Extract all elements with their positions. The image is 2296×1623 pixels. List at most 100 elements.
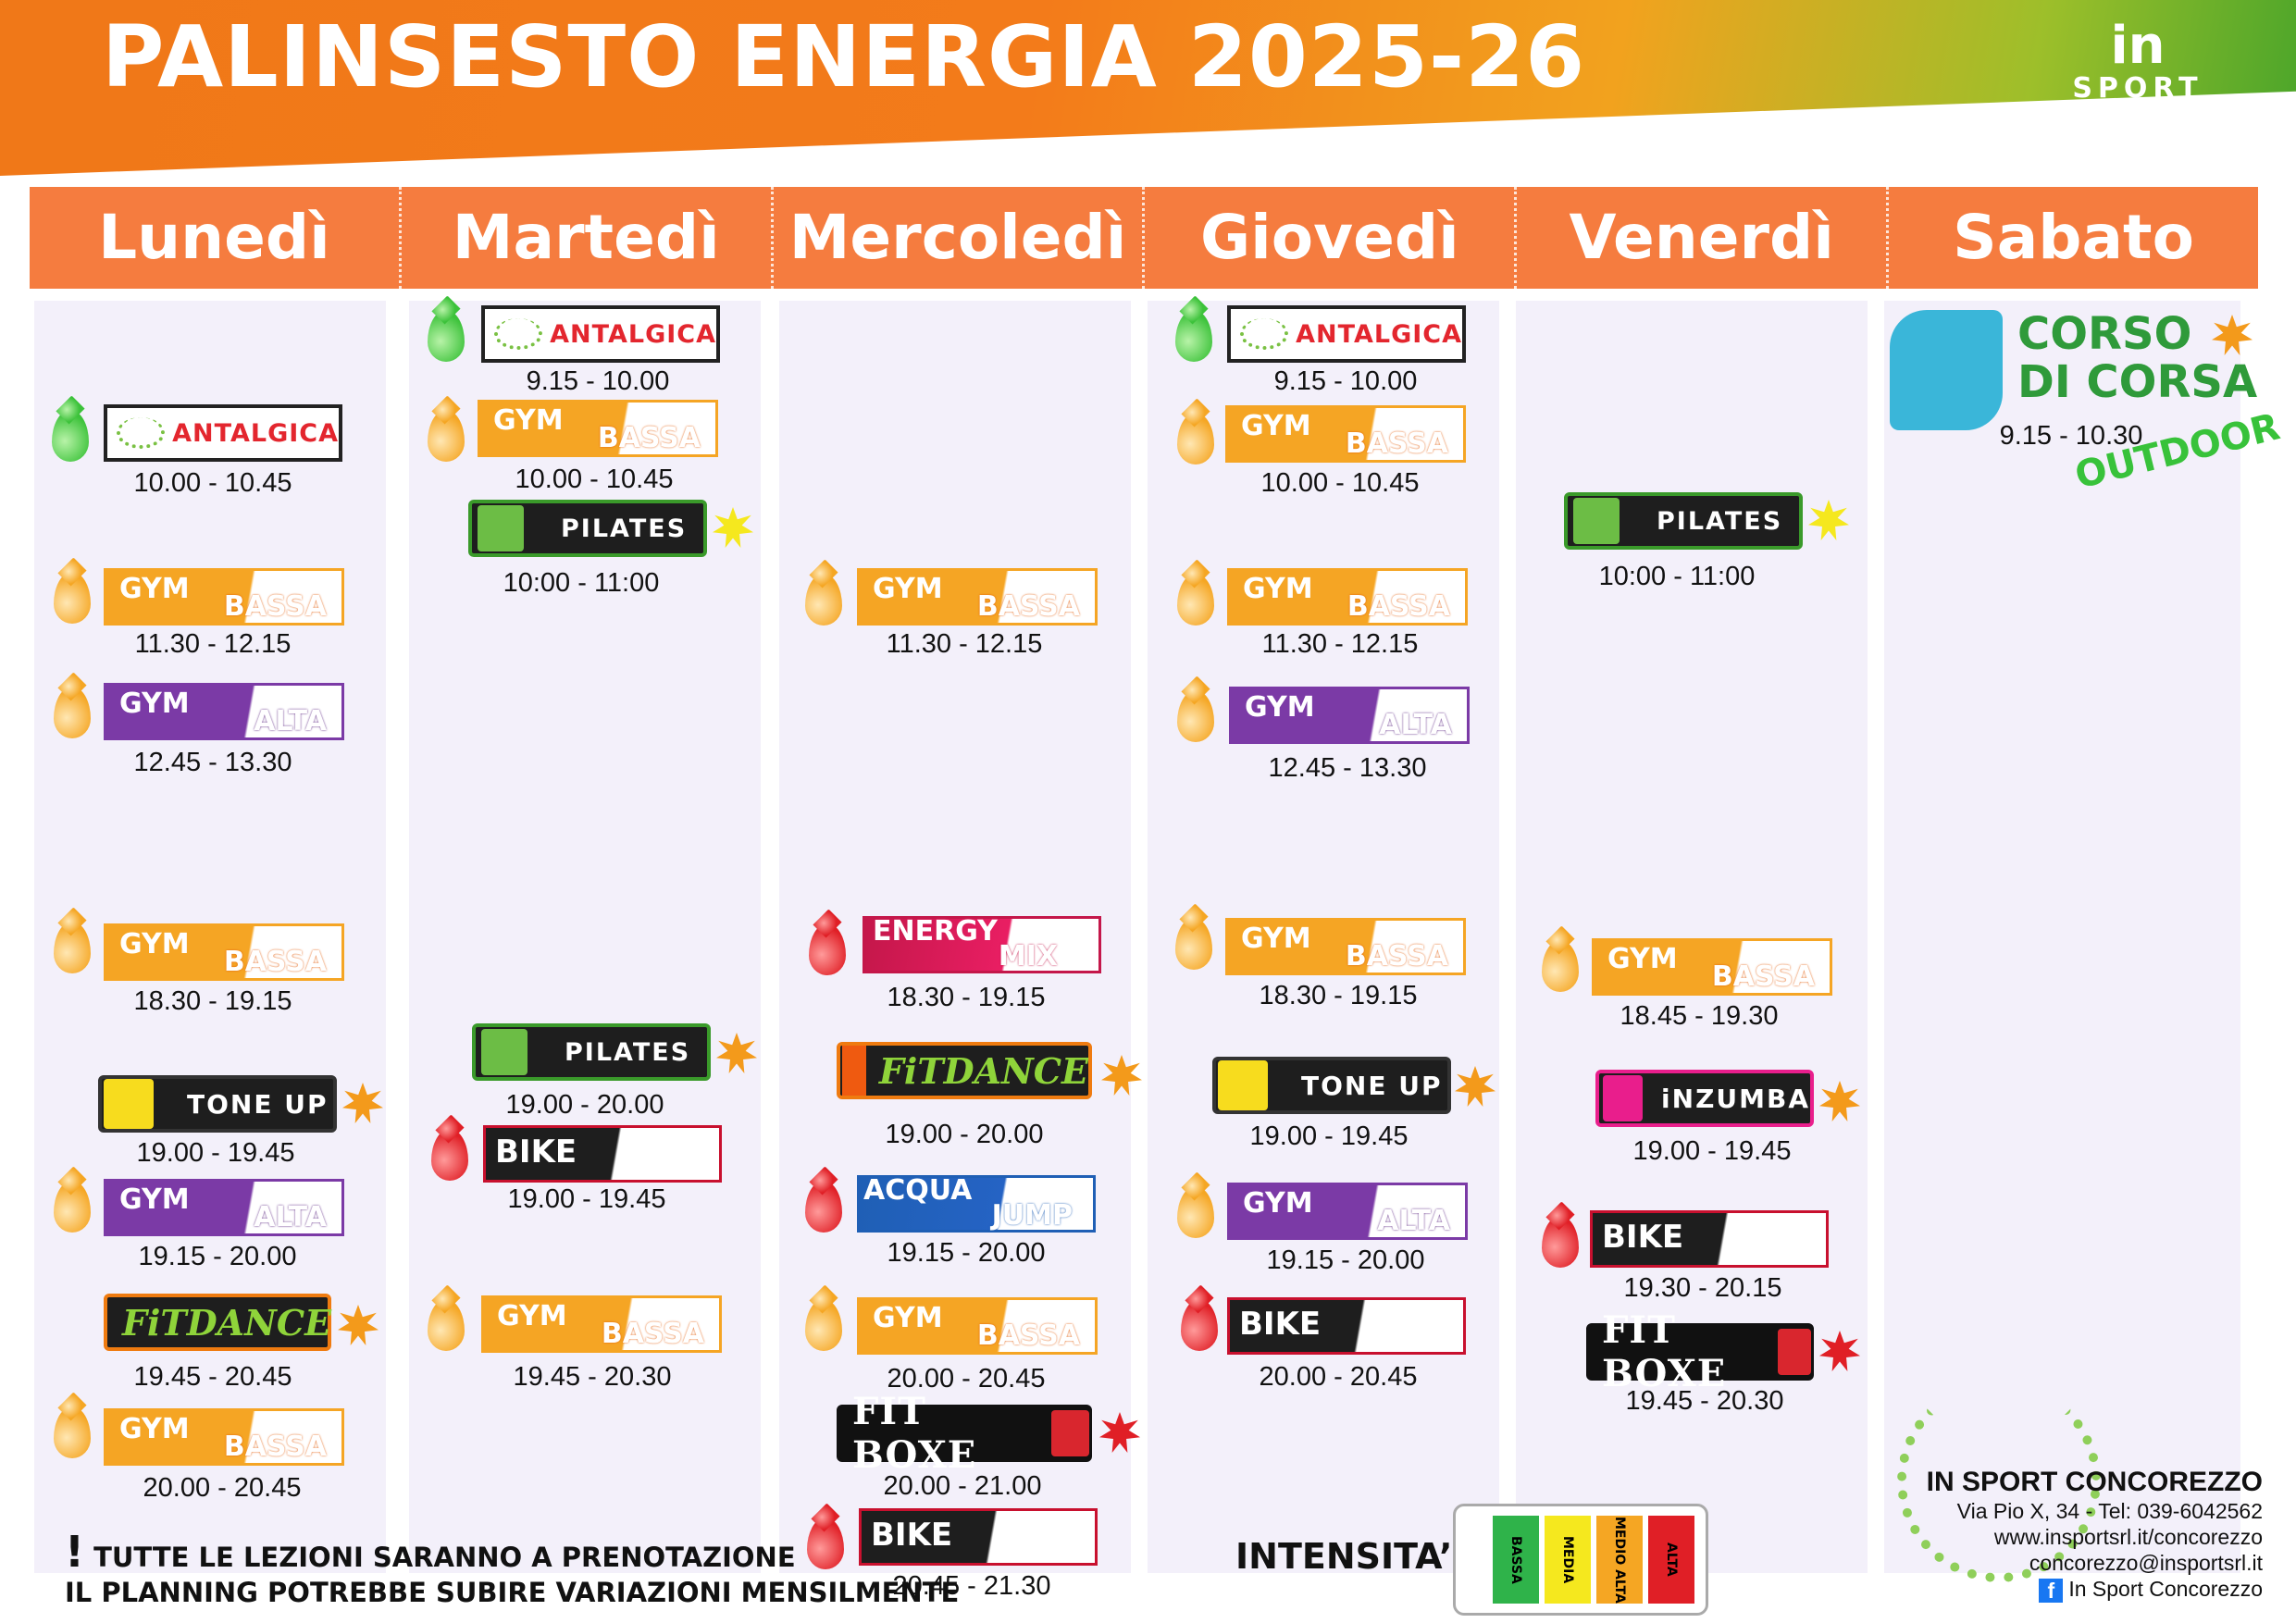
drop-orange-icon	[54, 572, 91, 624]
day-header-band: Lunedì Martedì Mercoledì Giovedì Venerdì…	[30, 187, 2258, 289]
class-label: ANTALGICA	[550, 319, 716, 349]
drop-orange-icon	[54, 1181, 91, 1233]
class-fitdance[interactable]: FiTDANCE	[837, 1042, 1092, 1099]
logo-brand-bottom: SPORT	[2072, 72, 2203, 105]
class-gym-bassa[interactable]: GYM BASSA	[104, 568, 344, 626]
class-time: 19.15 - 20.00	[138, 1242, 297, 1271]
class-time: 10.00 - 10.45	[133, 468, 292, 498]
boxer-icon	[1051, 1410, 1089, 1456]
drop-green-icon	[52, 410, 89, 462]
class-gym-alta[interactable]: GYM ALTA	[1229, 687, 1470, 744]
class-gym-bassa[interactable]: GYM BASSA	[104, 1408, 344, 1466]
class-label: GYM	[873, 1302, 943, 1334]
class-gym-alta[interactable]: GYM ALTA	[104, 683, 344, 740]
contact-facebook[interactable]: f In Sport Concorezzo	[1837, 1576, 2263, 1603]
intensity-label: INTENSITA’	[1235, 1536, 1453, 1577]
class-time: 11.30 - 12.15	[1261, 629, 1419, 659]
class-fit-boxe[interactable]: FIT BOXE	[837, 1390, 1092, 1477]
class-gym-bassa[interactable]: GYM BASSA	[1227, 568, 1468, 626]
class-bike[interactable]: BIKE	[1227, 1297, 1466, 1355]
class-gym-bassa[interactable]: GYM BASSA	[478, 400, 718, 457]
contact-website[interactable]: www.insportsrl.it/concorezzo	[1993, 1525, 2263, 1549]
drop-green-icon	[1175, 310, 1212, 362]
class-tone-up[interactable]: TONE UP	[1212, 1057, 1451, 1114]
class-gym-alta[interactable]: GYM ALTA	[104, 1179, 344, 1236]
class-time: 19.00 - 19.45	[1249, 1121, 1409, 1151]
class-pilates[interactable]: PILATES	[472, 1023, 711, 1081]
class-time: 9.15 - 10.00	[526, 366, 670, 396]
class-label: ACQUA	[863, 1174, 973, 1207]
class-corso-di-corsa[interactable]: CORSO DI CORSA	[2017, 310, 2257, 406]
drop-orange-icon	[1542, 940, 1579, 992]
class-level: BASSA	[1345, 427, 1448, 460]
class-gym-bassa[interactable]: GYM BASSA	[857, 1297, 1098, 1355]
class-level: BASSA	[223, 946, 327, 978]
contact-name: IN SPORT CONCOREZZO	[1926, 1467, 2263, 1497]
class-label: iNZUMBA	[1661, 1083, 1810, 1114]
contact-email[interactable]: concorezzo@insportsrl.it	[2029, 1551, 2263, 1575]
decorative-logo-icon	[1897, 1379, 2101, 1582]
drop-orange-icon	[805, 574, 842, 626]
class-time: 20.00 - 20.45	[143, 1473, 302, 1503]
class-tone-up[interactable]: TONE UP	[98, 1075, 337, 1133]
drop-red-icon	[807, 1518, 844, 1569]
class-fit-boxe[interactable]: FIT BOXE	[1586, 1308, 1814, 1395]
class-label: GYM	[119, 1413, 190, 1445]
pilates-icon	[481, 1029, 527, 1075]
class-label: FiTDANCE	[122, 1301, 332, 1344]
class-inzumba[interactable]: iNZUMBA	[1595, 1070, 1814, 1127]
drop-red-icon	[809, 923, 846, 975]
logo-tagline: allenati a star bene	[2056, 104, 2219, 118]
contact-address: Via Pio X, 34 - Tel: 039-6042562	[1956, 1499, 2263, 1523]
class-acqua-jump[interactable]: ACQUA JUMP	[857, 1174, 1096, 1233]
class-label: ENERGY	[873, 915, 998, 948]
intensity-level-media: MEDIA	[1545, 1516, 1591, 1604]
class-gym-bassa[interactable]: GYM BASSA	[1225, 405, 1466, 463]
day-saturday: Sabato	[1953, 202, 2194, 273]
drop-red-icon	[1181, 1299, 1218, 1351]
class-bike[interactable]: BIKE	[1590, 1210, 1829, 1268]
antalgica-icon	[1240, 318, 1289, 350]
class-label: GYM	[1241, 410, 1311, 442]
drop-red-icon	[431, 1129, 468, 1181]
contact-block: IN SPORT CONCOREZZO Via Pio X, 34 - Tel:…	[1837, 1467, 2263, 1603]
class-gym-bassa[interactable]: GYM BASSA	[1592, 938, 1832, 996]
class-gym-alta[interactable]: GYM ALTA	[1227, 1183, 1468, 1240]
class-bike[interactable]: BIKE	[483, 1125, 722, 1183]
drop-green-icon	[428, 310, 465, 362]
class-antalgica[interactable]: ANTALGICA	[1227, 305, 1466, 363]
class-antalgica[interactable]: ANTALGICA	[104, 404, 342, 462]
class-bike[interactable]: BIKE	[859, 1508, 1098, 1566]
booking-note-text: TUTTE LE LEZIONI SARANNO A PRENOTAZIONE	[93, 1542, 796, 1573]
class-time: 19.45 - 20.30	[513, 1362, 672, 1392]
class-time: 20.00 - 20.45	[887, 1364, 1046, 1394]
class-gym-bassa[interactable]: GYM BASSA	[857, 568, 1098, 626]
class-level: BASSA	[1711, 960, 1815, 993]
drop-orange-icon	[1177, 1186, 1214, 1238]
class-antalgica[interactable]: ANTALGICA	[481, 305, 720, 363]
class-fitdance[interactable]: FiTDANCE	[104, 1294, 331, 1351]
intensity-level-medio-alta: MEDIO ALTA	[1596, 1516, 1643, 1604]
class-level: BASSA	[976, 590, 1080, 623]
class-pilates[interactable]: PILATES	[1564, 492, 1803, 550]
zumba-icon	[1603, 1075, 1644, 1121]
class-level: ALTA	[1377, 1205, 1450, 1237]
class-level: BASSA	[601, 1318, 704, 1350]
day-monday: Lunedì	[30, 187, 402, 289]
class-level: ALTA	[254, 705, 327, 737]
antalgica-icon	[117, 417, 166, 449]
class-energy-mix[interactable]: ENERGY MIX	[863, 915, 1101, 973]
class-gym-bassa[interactable]: GYM BASSA	[481, 1295, 722, 1353]
class-label: GYM	[1243, 1187, 1313, 1220]
day-thursday: Giovedì	[1145, 187, 1518, 289]
dancer-icon	[842, 1046, 866, 1096]
class-gym-bassa[interactable]: GYM BASSA	[1225, 918, 1466, 975]
class-time: 20.45 - 21.30	[892, 1571, 1051, 1601]
drop-orange-icon	[428, 1299, 465, 1351]
class-label: TONE UP	[1301, 1070, 1443, 1101]
class-time: 20.00 - 21.00	[883, 1471, 1042, 1501]
class-time: 11.30 - 12.15	[134, 629, 292, 659]
class-gym-bassa[interactable]: GYM BASSA	[104, 923, 344, 981]
class-pilates[interactable]: PILATES	[468, 500, 707, 557]
pilates-icon	[1573, 498, 1620, 544]
